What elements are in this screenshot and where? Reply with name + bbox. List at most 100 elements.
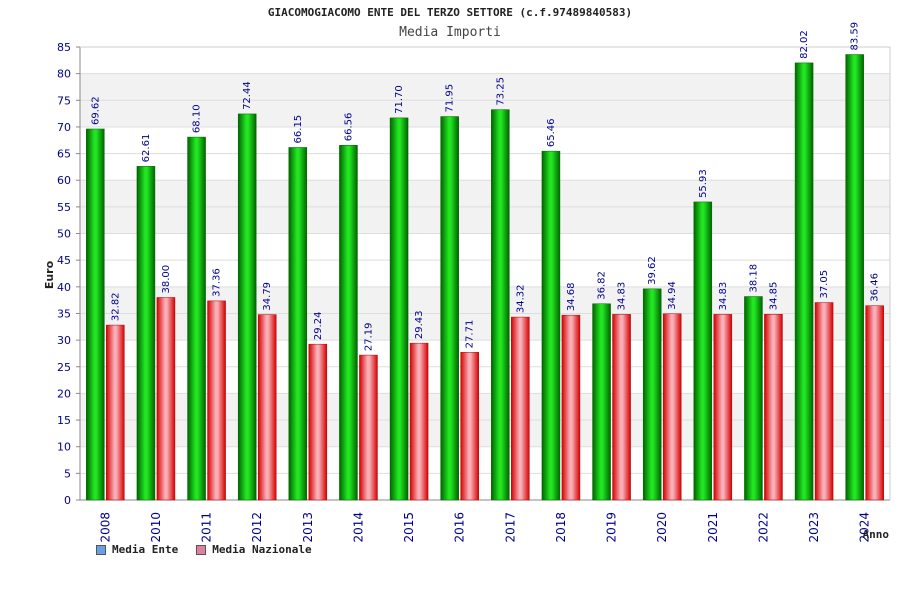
data-label-media-ente: 72.44 bbox=[242, 81, 253, 110]
x-tick-label: 2014 bbox=[351, 512, 365, 543]
x-tick-label: 2012 bbox=[250, 512, 264, 543]
bar-media-nazionale bbox=[511, 316, 530, 501]
bar-media-ente bbox=[845, 54, 864, 501]
data-label-media-ente: 69.62 bbox=[90, 96, 101, 125]
x-tick-label: 2013 bbox=[301, 512, 315, 543]
bar-media-nazionale bbox=[865, 305, 884, 501]
chart-subtitle: Media Importi bbox=[399, 25, 501, 40]
bar-media-nazionale bbox=[814, 302, 834, 501]
y-tick-label: 25 bbox=[57, 361, 71, 374]
y-tick-label: 70 bbox=[57, 121, 71, 134]
legend: Media Ente Media Nazionale bbox=[96, 543, 312, 556]
legend-item-media-ente: Media Ente bbox=[96, 543, 178, 556]
data-label-media-ente: 73.25 bbox=[495, 77, 506, 106]
y-tick-label: 55 bbox=[57, 201, 71, 214]
data-label-media-nazionale: 27.71 bbox=[465, 320, 476, 349]
y-tick-label: 15 bbox=[57, 414, 71, 427]
bar-media-nazionale bbox=[460, 352, 479, 501]
bar-media-ente bbox=[86, 128, 105, 501]
bar-media-ente bbox=[187, 136, 206, 501]
data-label-media-nazionale: 34.94 bbox=[667, 281, 678, 310]
y-tick-label: 10 bbox=[57, 441, 71, 454]
y-tick-label: 35 bbox=[57, 307, 71, 320]
x-tick-label: 2024 bbox=[858, 512, 872, 543]
y-tick-label: 85 bbox=[57, 41, 71, 54]
y-tick-label: 80 bbox=[57, 68, 71, 81]
bar-media-nazionale bbox=[662, 313, 682, 501]
x-tick-label: 2015 bbox=[402, 512, 416, 543]
x-tick-label: 2018 bbox=[554, 512, 568, 543]
y-axis-label: Euro bbox=[43, 260, 56, 289]
y-tick-label: 50 bbox=[57, 228, 71, 241]
y-tick-label: 60 bbox=[57, 174, 71, 187]
background-band bbox=[80, 47, 890, 74]
x-tick-label: 2010 bbox=[149, 512, 163, 543]
x-tick-label: 2021 bbox=[706, 512, 720, 543]
bar-media-nazionale bbox=[409, 342, 429, 501]
x-tick-label: 2008 bbox=[98, 512, 112, 543]
data-label-media-ente: 38.18 bbox=[748, 264, 759, 293]
data-label-media-nazionale: 37.05 bbox=[819, 270, 830, 299]
y-tick-label: 75 bbox=[57, 94, 71, 107]
legend-label-media-ente: Media Ente bbox=[112, 543, 179, 556]
data-label-media-ente: 39.62 bbox=[647, 256, 658, 285]
y-tick-label: 65 bbox=[57, 148, 71, 161]
y-tick-label: 30 bbox=[57, 334, 71, 347]
data-label-media-nazionale: 34.85 bbox=[768, 282, 779, 311]
data-label-media-nazionale: 29.43 bbox=[414, 311, 425, 340]
data-label-media-nazionale: 38.00 bbox=[161, 265, 172, 294]
data-label-media-nazionale: 34.68 bbox=[566, 283, 577, 312]
data-label-media-ente: 66.56 bbox=[343, 113, 354, 142]
y-tick-label: 40 bbox=[57, 281, 71, 294]
data-label-media-ente: 82.02 bbox=[799, 30, 810, 59]
bar-media-nazionale bbox=[156, 297, 176, 501]
data-label-media-ente: 71.95 bbox=[445, 84, 456, 113]
bar-media-nazionale bbox=[713, 314, 733, 501]
data-label-media-nazionale: 32.82 bbox=[110, 292, 121, 321]
bar-media-ente bbox=[339, 145, 358, 501]
bar-media-nazionale bbox=[764, 314, 783, 501]
legend-item-media-nazionale: Media Nazionale bbox=[196, 543, 312, 556]
bar-media-ente bbox=[491, 109, 510, 501]
bar-media-ente bbox=[693, 201, 713, 501]
data-label-media-ente: 83.59 bbox=[850, 22, 861, 51]
bar-media-ente bbox=[389, 117, 409, 501]
bar-media-nazionale bbox=[106, 324, 125, 501]
bar-media-nazionale bbox=[308, 343, 328, 501]
bar-media-ente bbox=[744, 296, 763, 501]
x-tick-label: 2016 bbox=[453, 512, 467, 543]
bar-media-ente bbox=[288, 147, 308, 501]
data-label-media-ente: 36.82 bbox=[597, 271, 608, 300]
bar-media-ente bbox=[592, 303, 611, 501]
bar-media-nazionale bbox=[561, 314, 581, 501]
data-label-media-ente: 55.93 bbox=[698, 169, 709, 198]
x-axis-label: Anno bbox=[863, 528, 890, 541]
data-label-media-nazionale: 29.24 bbox=[313, 312, 324, 341]
data-label-media-ente: 62.61 bbox=[141, 134, 152, 163]
bar-media-ente bbox=[136, 166, 156, 501]
data-label-media-nazionale: 37.36 bbox=[212, 268, 223, 297]
x-tick-label: 2022 bbox=[756, 512, 770, 543]
y-tick-label: 45 bbox=[57, 254, 71, 267]
x-tick-label: 2019 bbox=[605, 512, 619, 543]
bar-media-ente bbox=[237, 113, 257, 501]
data-label-media-ente: 65.46 bbox=[546, 118, 557, 147]
x-tick-label: 2023 bbox=[807, 512, 821, 543]
data-label-media-ente: 66.15 bbox=[293, 115, 304, 144]
bar-media-nazionale bbox=[359, 354, 378, 501]
bar-media-nazionale bbox=[257, 314, 277, 501]
x-tick-label: 2011 bbox=[200, 512, 214, 543]
y-tick-label: 5 bbox=[64, 467, 71, 480]
y-tick-label: 0 bbox=[64, 494, 71, 507]
bar-media-ente bbox=[541, 150, 561, 501]
data-label-media-nazionale: 34.32 bbox=[515, 284, 526, 313]
data-label-media-nazionale: 34.83 bbox=[617, 282, 628, 311]
legend-swatch-media-ente bbox=[96, 544, 106, 555]
data-label-media-ente: 71.70 bbox=[394, 85, 405, 114]
bar-media-ente bbox=[642, 288, 662, 501]
bar-media-nazionale bbox=[612, 314, 631, 501]
bar-media-ente bbox=[794, 62, 814, 501]
y-tick-label: 20 bbox=[57, 387, 71, 400]
